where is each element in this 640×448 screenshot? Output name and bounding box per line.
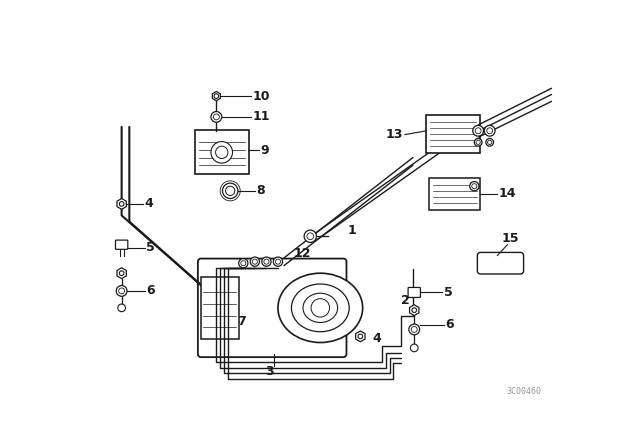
Text: 10: 10 [253, 90, 270, 103]
Circle shape [486, 138, 493, 146]
Text: 12: 12 [293, 247, 311, 260]
Circle shape [472, 184, 477, 189]
Text: 14: 14 [499, 187, 516, 200]
Circle shape [118, 304, 125, 312]
Ellipse shape [278, 273, 363, 343]
Circle shape [487, 128, 493, 134]
Circle shape [304, 230, 316, 242]
Circle shape [118, 288, 125, 294]
FancyBboxPatch shape [429, 178, 481, 210]
Circle shape [412, 327, 417, 332]
Circle shape [241, 261, 246, 266]
Circle shape [273, 257, 283, 266]
Circle shape [226, 186, 234, 195]
Circle shape [262, 257, 271, 266]
Circle shape [412, 308, 417, 313]
Text: 4: 4 [145, 198, 154, 211]
FancyBboxPatch shape [115, 240, 128, 250]
Circle shape [211, 142, 232, 163]
Circle shape [211, 112, 221, 122]
Text: 5: 5 [147, 241, 155, 254]
FancyBboxPatch shape [195, 130, 249, 174]
Circle shape [358, 334, 363, 339]
Ellipse shape [291, 284, 349, 332]
Circle shape [307, 233, 314, 240]
Text: 15: 15 [501, 232, 519, 245]
Bar [201, 277, 239, 339]
FancyBboxPatch shape [477, 252, 524, 274]
Text: 6: 6 [147, 284, 155, 297]
Circle shape [250, 257, 259, 266]
Circle shape [488, 140, 492, 144]
Text: 4: 4 [372, 332, 381, 345]
Text: 5: 5 [444, 286, 452, 299]
FancyBboxPatch shape [408, 288, 420, 297]
Polygon shape [117, 268, 126, 279]
Text: 1: 1 [348, 224, 356, 237]
Circle shape [476, 140, 480, 144]
Circle shape [311, 299, 330, 317]
Circle shape [473, 125, 484, 136]
Circle shape [252, 259, 257, 264]
Circle shape [216, 146, 228, 159]
Polygon shape [356, 331, 365, 342]
Circle shape [264, 259, 269, 264]
Circle shape [484, 125, 495, 136]
Circle shape [116, 285, 127, 296]
Text: 7: 7 [237, 315, 246, 328]
Circle shape [409, 324, 420, 335]
Circle shape [223, 183, 238, 198]
Circle shape [214, 94, 219, 99]
Text: 11: 11 [253, 110, 270, 123]
Circle shape [475, 128, 481, 134]
Polygon shape [212, 91, 220, 101]
Text: 3C00460: 3C00460 [507, 387, 542, 396]
Circle shape [474, 138, 482, 146]
Circle shape [275, 259, 280, 264]
Text: 2: 2 [401, 293, 410, 307]
FancyBboxPatch shape [426, 115, 480, 153]
Text: 8: 8 [257, 184, 265, 197]
Circle shape [119, 202, 124, 206]
Circle shape [119, 271, 124, 276]
Circle shape [225, 186, 235, 195]
Circle shape [239, 258, 248, 268]
Text: 9: 9 [260, 143, 269, 156]
Polygon shape [410, 305, 419, 315]
Text: 3: 3 [265, 365, 273, 378]
Text: 13: 13 [386, 128, 403, 141]
Circle shape [410, 344, 418, 352]
Text: 6: 6 [445, 318, 454, 332]
Polygon shape [117, 198, 126, 209]
Circle shape [213, 114, 220, 120]
Circle shape [470, 181, 479, 191]
Ellipse shape [303, 293, 338, 323]
FancyBboxPatch shape [198, 258, 346, 357]
